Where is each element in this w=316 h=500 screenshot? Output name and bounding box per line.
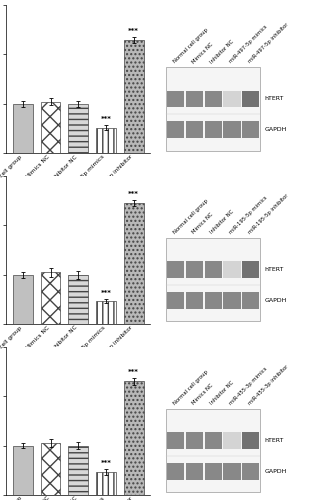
Bar [167, 90, 184, 108]
Text: Normal cell group: Normal cell group [172, 198, 209, 235]
Text: miR-455-3p inhibitor: miR-455-3p inhibitor [247, 364, 289, 406]
Text: ***: *** [128, 190, 139, 196]
Bar [167, 409, 260, 492]
Bar [167, 68, 260, 150]
Bar [68, 104, 88, 154]
Bar [186, 292, 203, 309]
Bar [242, 292, 259, 309]
Bar [167, 238, 260, 322]
Bar [68, 446, 88, 495]
Bar [186, 432, 203, 449]
Bar [40, 102, 60, 154]
Bar [223, 432, 240, 449]
Bar [40, 272, 60, 324]
Text: miR-195-5p inhibitor: miR-195-5p inhibitor [247, 193, 289, 235]
Bar [223, 262, 240, 278]
Bar [13, 446, 33, 495]
Text: miR-455-3p mimics: miR-455-3p mimics [228, 366, 268, 406]
Text: ***: *** [128, 28, 139, 34]
Bar [204, 122, 222, 138]
Bar [167, 292, 184, 309]
Bar [13, 274, 33, 324]
Text: GAPDH: GAPDH [264, 298, 287, 303]
Bar [242, 262, 259, 278]
Bar [167, 262, 184, 278]
Bar [124, 203, 143, 324]
Bar [13, 104, 33, 154]
Bar [204, 292, 222, 309]
Bar [242, 122, 259, 138]
Bar [242, 90, 259, 108]
Text: Normal cell group: Normal cell group [172, 28, 209, 64]
Bar [223, 463, 240, 479]
Text: hTERT: hTERT [264, 96, 284, 102]
Bar [186, 122, 203, 138]
Bar [204, 262, 222, 278]
Bar [40, 443, 60, 495]
Bar [223, 90, 240, 108]
Bar [186, 90, 203, 108]
Text: hTERT: hTERT [264, 267, 284, 272]
Bar [96, 128, 116, 154]
Text: miR-497-5p inhibitor: miR-497-5p inhibitor [247, 22, 289, 64]
Bar [204, 90, 222, 108]
Text: ***: *** [128, 368, 139, 374]
Text: hTERT: hTERT [264, 438, 284, 443]
Text: miR-195-5p mimics: miR-195-5p mimics [228, 195, 268, 235]
Text: ***: *** [100, 290, 111, 296]
Text: Mimics NC: Mimics NC [191, 383, 214, 406]
Bar [124, 381, 143, 495]
Text: Inhibitor NC: Inhibitor NC [210, 380, 235, 406]
Bar [204, 432, 222, 449]
Text: GAPDH: GAPDH [264, 468, 287, 473]
Bar [96, 301, 116, 324]
Text: Inhibitor NC: Inhibitor NC [210, 210, 235, 235]
Bar [242, 432, 259, 449]
Bar [167, 463, 184, 479]
Bar [204, 463, 222, 479]
Text: miR-497-5p mimics: miR-497-5p mimics [228, 24, 268, 64]
Bar [68, 274, 88, 324]
Bar [223, 292, 240, 309]
Bar [124, 40, 143, 154]
Text: ***: *** [100, 116, 111, 122]
Text: Mimics NC: Mimics NC [191, 212, 214, 235]
Text: ***: *** [100, 460, 111, 466]
Text: Inhibitor NC: Inhibitor NC [210, 39, 235, 64]
Bar [186, 262, 203, 278]
Bar [167, 432, 184, 449]
Bar [167, 122, 184, 138]
Text: GAPDH: GAPDH [264, 127, 287, 132]
Bar [186, 463, 203, 479]
Bar [223, 122, 240, 138]
Bar [242, 463, 259, 479]
Text: Normal cell group: Normal cell group [172, 369, 209, 406]
Bar [96, 472, 116, 495]
Text: Mimics NC: Mimics NC [191, 42, 214, 64]
